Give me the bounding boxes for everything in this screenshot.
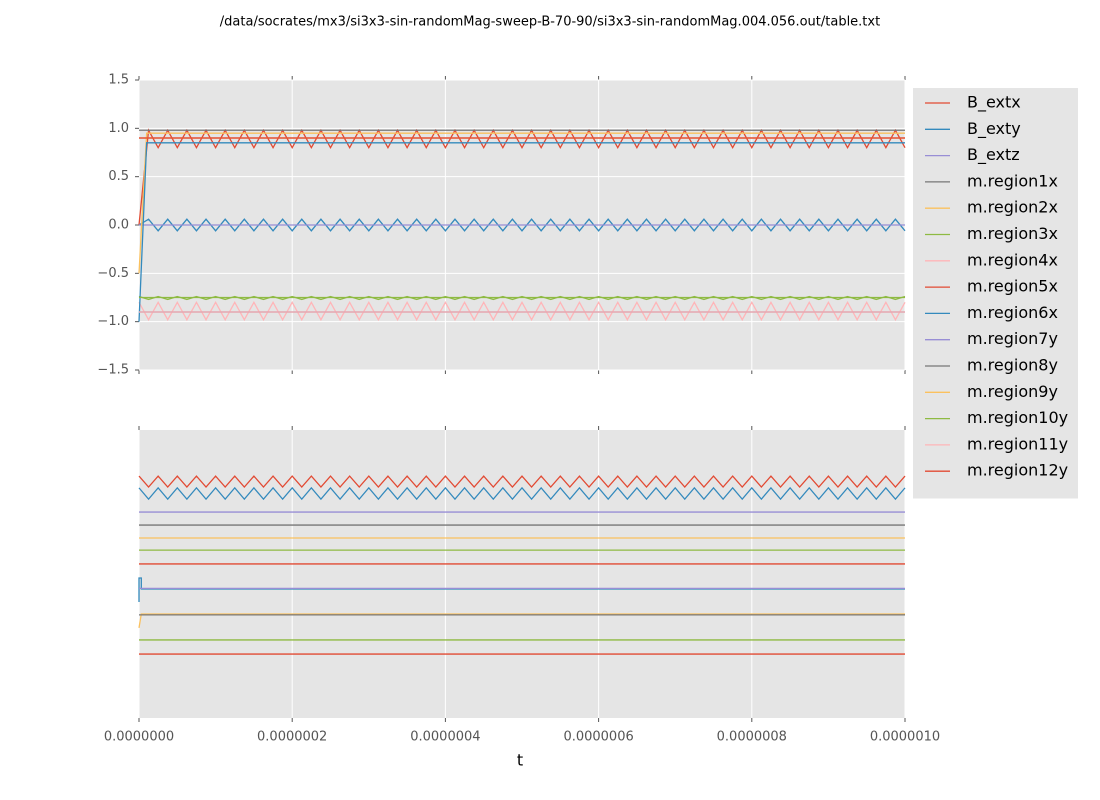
x-tick-label: 0.0000000 [104, 730, 174, 745]
legend-label: m.region4x [967, 250, 1058, 269]
series-line [138, 486, 906, 501]
legend-label: B_exty [967, 119, 1021, 139]
legend-label: m.region3x [967, 224, 1058, 243]
legend-label: m.region5x [967, 277, 1058, 296]
series-line [138, 218, 906, 232]
y-tick-label: −1.0 [97, 314, 129, 329]
series-line [138, 128, 906, 226]
x-axis-label: t [517, 751, 523, 770]
legend-label: B_extz [967, 145, 1020, 165]
figure-title: /data/socrates/mx3/si3x3-sin-randomMag-s… [220, 15, 880, 30]
y-tick-label: −1.5 [97, 363, 129, 378]
legend-label: m.region12y [967, 461, 1068, 480]
y-tick-label: −0.5 [97, 266, 129, 281]
series-line [138, 132, 905, 274]
y-tick-label: 0.0 [108, 218, 129, 233]
legend-label: B_extx [967, 93, 1021, 113]
legend-label: m.region6x [967, 303, 1058, 322]
x-tick-label: 0.0000002 [257, 730, 327, 745]
legend-label: m.region11y [967, 434, 1068, 453]
series-line [138, 613, 905, 628]
series-line [138, 475, 906, 489]
x-tick-label: 0.0000008 [717, 730, 787, 745]
legend-label: m.region9y [967, 382, 1058, 401]
legend-label: m.region7y [967, 329, 1058, 348]
x-tick-label: 0.0000010 [870, 730, 940, 745]
x-tick-label: 0.0000004 [410, 730, 480, 745]
legend: B_extx B_exty B_extz m.region1x m.region2x m.… [913, 88, 1078, 499]
legend-label: m.region10y [967, 408, 1068, 427]
y-tick-label: 1.5 [108, 73, 129, 88]
series-line [138, 142, 905, 322]
x-tick-label: 0.0000006 [563, 730, 633, 745]
legend-label: m.region8y [967, 356, 1058, 375]
series-line [138, 295, 906, 301]
legend-label: m.region1x [967, 171, 1058, 190]
plot-background [139, 430, 905, 718]
series-line [138, 300, 906, 322]
y-tick-label: 1.0 [108, 121, 129, 136]
legend-box [913, 88, 1078, 499]
y-tick-label: 0.5 [108, 169, 129, 184]
legend-label: m.region2x [967, 198, 1058, 217]
